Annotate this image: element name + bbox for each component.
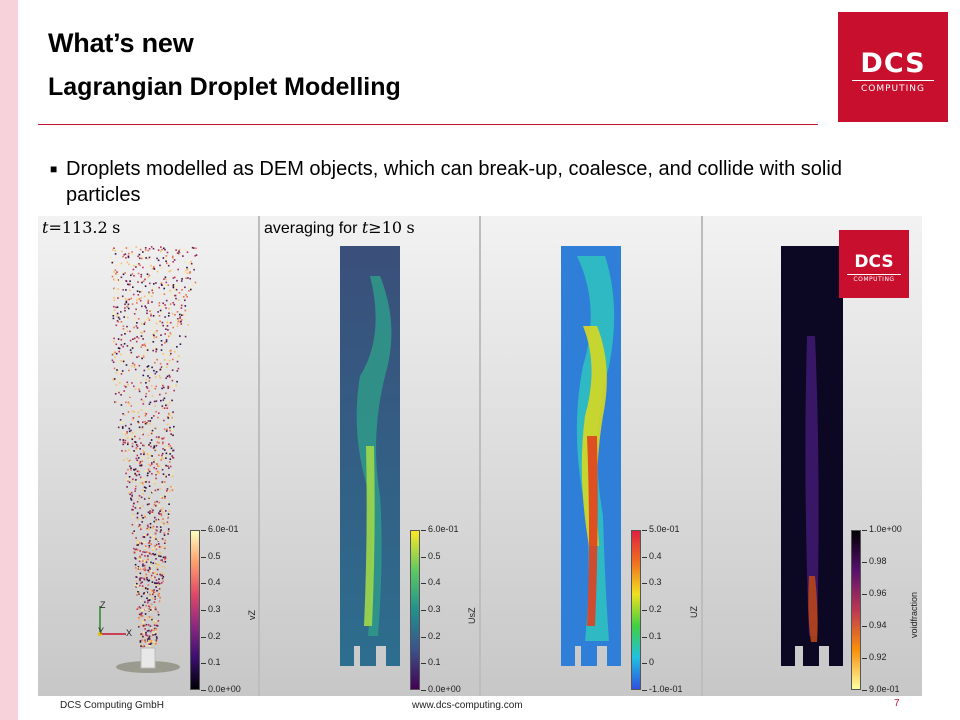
colorbar-tick-label: 0.2	[649, 604, 662, 614]
colorbar-tick-label: 0.1	[208, 657, 221, 668]
colorbar-tick-label: 0.1	[649, 630, 662, 641]
colorbar-tick-label: 0.92	[869, 652, 887, 662]
colorbar-tick-mark	[642, 610, 647, 611]
slide-subtitle: Lagrangian Droplet Modelling	[48, 73, 401, 101]
colorbar-tick-label: -1.0e-01	[649, 684, 683, 694]
left-accent-band	[0, 0, 18, 720]
colorbar-tick-label: 9.0e-01	[869, 684, 900, 694]
colorbar-tick-label: 6.0e-01	[208, 524, 239, 534]
logo-tagline: COMPUTING	[860, 84, 925, 94]
usz-field-image	[340, 246, 400, 666]
time-label: t=113.2 s	[42, 218, 121, 237]
colorbar-tick-mark	[862, 530, 867, 531]
simulation-figure: t=113.2 s Z Y X vZ 6.0e-01 0.5 0.4 0.3 0.2 0.…	[38, 216, 922, 696]
logo-rule	[852, 80, 934, 81]
colorbar-tick-mark	[862, 562, 867, 563]
colorbar-tick-label: 0.5	[208, 550, 221, 561]
colorbar-voidfraction	[851, 530, 861, 690]
colorbar-tick-mark	[862, 658, 867, 659]
colorbar-tick-mark	[201, 556, 206, 558]
colorbar-tick-label: 0.0e+00	[208, 684, 241, 694]
colorbar-vz	[190, 530, 200, 690]
colorbar-tick-label: 0.94	[869, 620, 887, 630]
colorbar-tick-mark	[642, 556, 647, 558]
colorbar-tick-label: 0.2	[208, 630, 221, 641]
colorbar-tick-mark	[421, 610, 426, 611]
colorbar-tick-mark	[421, 556, 426, 558]
colorbar-tick-label: 0.5	[428, 550, 441, 561]
panel-voidfraction: DCS COMPUTING voidfraction 1.0e+00 0.98 0.…	[703, 216, 922, 696]
colorbar-tick-label: 0.3	[208, 604, 221, 614]
colorbar-tick-mark	[642, 530, 647, 531]
colorbar-tick-mark	[201, 583, 206, 585]
watermark-tagline: COMPUTING	[853, 276, 895, 283]
axis-z-label: Z	[100, 600, 106, 610]
colorbar-usz-title: UsZ	[467, 607, 477, 625]
logo-wordmark: DCS	[860, 48, 926, 79]
colorbar-tick-mark	[421, 636, 426, 638]
colorbar-tick-mark	[862, 690, 867, 691]
panel-uz: UZ 5.0e-01 0.4 0.3 0.2 0.1 0 -1.0e-01	[481, 216, 701, 696]
footer-company: DCS Computing GmbH	[60, 700, 164, 711]
colorbar-tick-mark	[642, 636, 647, 638]
watermark-wordmark: DCS	[854, 252, 894, 272]
colorbar-tick-label: 0.3	[428, 604, 441, 614]
title-divider	[38, 124, 818, 125]
colorbar-tick-mark	[642, 690, 647, 691]
colorbar-tick-mark	[421, 690, 426, 691]
colorbar-tick-mark	[421, 530, 426, 531]
colorbar-tick-label: 0.4	[649, 550, 662, 561]
colorbar-tick-label: 0.4	[208, 577, 221, 588]
colorbar-usz	[410, 530, 420, 690]
dcs-logo: DCS COMPUTING	[838, 12, 948, 122]
colorbar-uz-title: UZ	[689, 606, 699, 618]
bullet-text: Droplets modelled as DEM objects, which …	[66, 158, 842, 206]
dcs-watermark-logo: DCS COMPUTING	[839, 230, 909, 298]
colorbar-tick-mark	[642, 583, 647, 585]
colorbar-tick-label: 0.1	[428, 657, 441, 668]
colorbar-vz-title: vZ	[247, 610, 257, 620]
colorbar-tick-mark	[642, 663, 647, 665]
footer-url: www.dcs-computing.com	[412, 700, 523, 711]
voidfraction-field-image	[781, 246, 843, 666]
colorbar-tick-mark	[421, 663, 426, 665]
colorbar-tick-mark	[862, 594, 867, 595]
colorbar-tick-label: 0.4	[428, 577, 441, 588]
colorbar-tick-label: 0.0e+00	[428, 684, 461, 694]
colorbar-tick-label: 6.0e-01	[428, 524, 459, 534]
colorbar-tick-mark	[862, 626, 867, 627]
colorbar-tick-mark	[201, 663, 206, 665]
colorbar-tick-mark	[201, 690, 206, 691]
colorbar-tick-label: 1.0e+00	[869, 524, 902, 534]
particle-plume-image	[109, 246, 198, 673]
axis-y-label: Y	[98, 626, 105, 636]
colorbar-tick-mark	[421, 583, 426, 585]
colorbar-voidfraction-title: voidfraction	[909, 591, 919, 638]
colorbar-tick-mark	[201, 530, 206, 531]
axes-triad-icon	[98, 606, 126, 636]
axis-x-label: X	[126, 628, 133, 638]
colorbar-tick-label: 0.2	[428, 630, 441, 641]
watermark-rule	[847, 274, 901, 275]
colorbar-uz	[631, 530, 641, 690]
uz-field-image	[561, 246, 621, 666]
averaging-label: averaging for t≥10 s	[264, 218, 415, 237]
bullet-item: ■ Droplets modelled as DEM objects, whic…	[50, 156, 910, 208]
colorbar-tick-mark	[201, 636, 206, 638]
page-number: 7	[894, 698, 900, 709]
panel-particles: t=113.2 s Z Y X vZ 6.0e-01 0.5 0.4 0.3 0.2 0.…	[38, 216, 258, 696]
colorbar-tick-label: 0	[649, 657, 655, 668]
colorbar-tick-label: 0.98	[869, 556, 887, 566]
colorbar-tick-label: 0.96	[869, 588, 887, 598]
slide-title: What’s new	[48, 28, 194, 58]
colorbar-tick-label: 5.0e-01	[649, 524, 680, 534]
colorbar-tick-label: 0.3	[649, 577, 662, 588]
colorbar-tick-mark	[201, 610, 206, 611]
panel-usz: averaging for t≥10 s UsZ 6.0e-01 0.5 0.4 0.…	[260, 216, 479, 696]
bullet-square-icon: ■	[50, 162, 58, 176]
